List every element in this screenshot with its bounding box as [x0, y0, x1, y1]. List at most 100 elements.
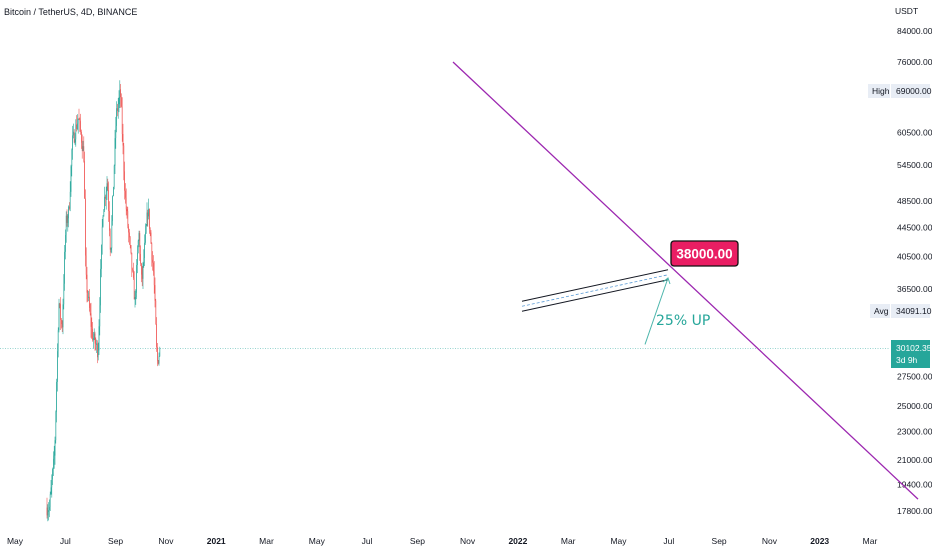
- candle-body: [117, 104, 119, 111]
- candle-body: [48, 510, 49, 513]
- candle-body: [65, 234, 66, 252]
- candle-body: [77, 123, 78, 129]
- candle-body: [64, 251, 65, 284]
- candle-body: [109, 230, 111, 250]
- price-tick-label: 23000.00: [897, 427, 932, 437]
- price-tick-label: 40500.00: [897, 252, 932, 262]
- bar-countdown: 3d 9h: [896, 355, 918, 365]
- candle-body: [125, 197, 127, 210]
- candle-body: [82, 146, 84, 151]
- candle-body: [125, 190, 126, 198]
- price-tick-label: 21000.00: [897, 455, 932, 465]
- candle-body: [47, 512, 49, 516]
- candle-body: [117, 108, 118, 111]
- candle-body: [129, 237, 131, 246]
- candle-body: [143, 258, 145, 264]
- candle-body: [69, 191, 71, 209]
- candle-body: [145, 225, 147, 233]
- candle-body: [67, 218, 69, 223]
- candle-body: [158, 356, 160, 364]
- price-tick-label: 76000.00: [897, 57, 932, 67]
- candle-body: [80, 121, 81, 132]
- target-callout-box: [670, 240, 739, 267]
- candle-body: [53, 455, 55, 459]
- projection-arrow[interactable]: [644, 277, 671, 345]
- candle-body: [57, 351, 58, 382]
- candle-body: [110, 248, 112, 250]
- candle-body: [111, 221, 113, 249]
- price-axis[interactable]: USDT 84000.00 76000.00 60500.00 54500.00 485…: [890, 0, 932, 550]
- time-tick-label: Nov: [158, 536, 174, 546]
- candle-body: [130, 245, 132, 253]
- candle-body: [149, 228, 151, 233]
- high-tag-label: High: [872, 86, 890, 96]
- candle-body: [120, 89, 121, 98]
- candle-body: [83, 146, 85, 162]
- high-tag-value-bg: [891, 84, 930, 98]
- time-tick-label: 2021: [207, 536, 226, 546]
- time-tick-label: Jul: [60, 536, 71, 546]
- price-tick-label: 36500.00: [897, 284, 932, 294]
- candle-body: [154, 285, 156, 301]
- candle-body: [89, 307, 91, 314]
- avg-tag: Avg 34091.10: [870, 304, 932, 318]
- price-tick-label: 19400.00: [897, 479, 932, 489]
- candle-body: [118, 97, 120, 105]
- target-price-label: 38000.00: [676, 247, 732, 262]
- candle-body: [92, 328, 93, 341]
- candle-body: [116, 108, 117, 126]
- candle-body: [123, 145, 125, 172]
- candle-body: [107, 183, 109, 191]
- candle-body: [140, 254, 141, 264]
- candle-body: [105, 191, 107, 199]
- last-price-tag-bg: [891, 340, 930, 368]
- candle-body: [85, 198, 86, 256]
- candle-body: [81, 131, 82, 143]
- candle-body: [85, 255, 87, 275]
- high-tag-value: 69000.00: [896, 86, 932, 96]
- candle-body: [126, 209, 128, 212]
- price-tick-label: 17800.00: [897, 506, 932, 516]
- candle-body: [81, 142, 83, 151]
- candle-body: [133, 270, 134, 278]
- candle-body: [131, 252, 133, 270]
- price-tick-label: 60500.00: [897, 128, 932, 138]
- candle-body: [115, 125, 117, 139]
- candle-body: [124, 171, 125, 191]
- time-axis[interactable]: May Jul Sep Nov 2021 Mar May Jul Sep Nov 2022 Mar Ma…: [7, 536, 878, 546]
- candle-body: [94, 333, 96, 344]
- candle-body: [157, 347, 158, 361]
- price-tick-label: 84000.00: [897, 26, 932, 36]
- candle-body: [121, 106, 123, 135]
- price-tick-label: 27500.00: [897, 371, 932, 381]
- candle-body: [102, 216, 104, 227]
- candle-body: [57, 330, 59, 352]
- parallel-channel[interactable]: [521, 269, 669, 312]
- descending-trendline[interactable]: [452, 61, 919, 500]
- candle-body: [65, 215, 67, 235]
- candle-body: [159, 348, 161, 357]
- candle-body: [122, 134, 124, 146]
- candle-body: [55, 412, 57, 441]
- candle-body: [93, 333, 95, 339]
- time-tick-label: 2023: [810, 536, 829, 546]
- candle-body: [89, 296, 90, 308]
- candle-body: [113, 165, 115, 187]
- time-tick-label: Mar: [259, 536, 274, 546]
- price-tick-label: 54500.00: [897, 160, 932, 170]
- candle-body: [53, 458, 54, 469]
- time-tick-label: Sep: [108, 536, 123, 546]
- price-axis-background: [890, 0, 932, 550]
- drawings[interactable]: 38000.00 25% UP: [452, 61, 919, 500]
- candle-body: [61, 319, 62, 325]
- candle-body: [68, 206, 69, 219]
- channel-lower: [521, 279, 669, 312]
- candle-body: [73, 131, 75, 143]
- target-callout[interactable]: 38000.00: [670, 240, 739, 267]
- candle-body: [156, 324, 157, 348]
- candle-body: [127, 211, 129, 227]
- candle-body: [112, 196, 113, 222]
- candle-body: [87, 292, 89, 298]
- channel-upper: [521, 269, 669, 302]
